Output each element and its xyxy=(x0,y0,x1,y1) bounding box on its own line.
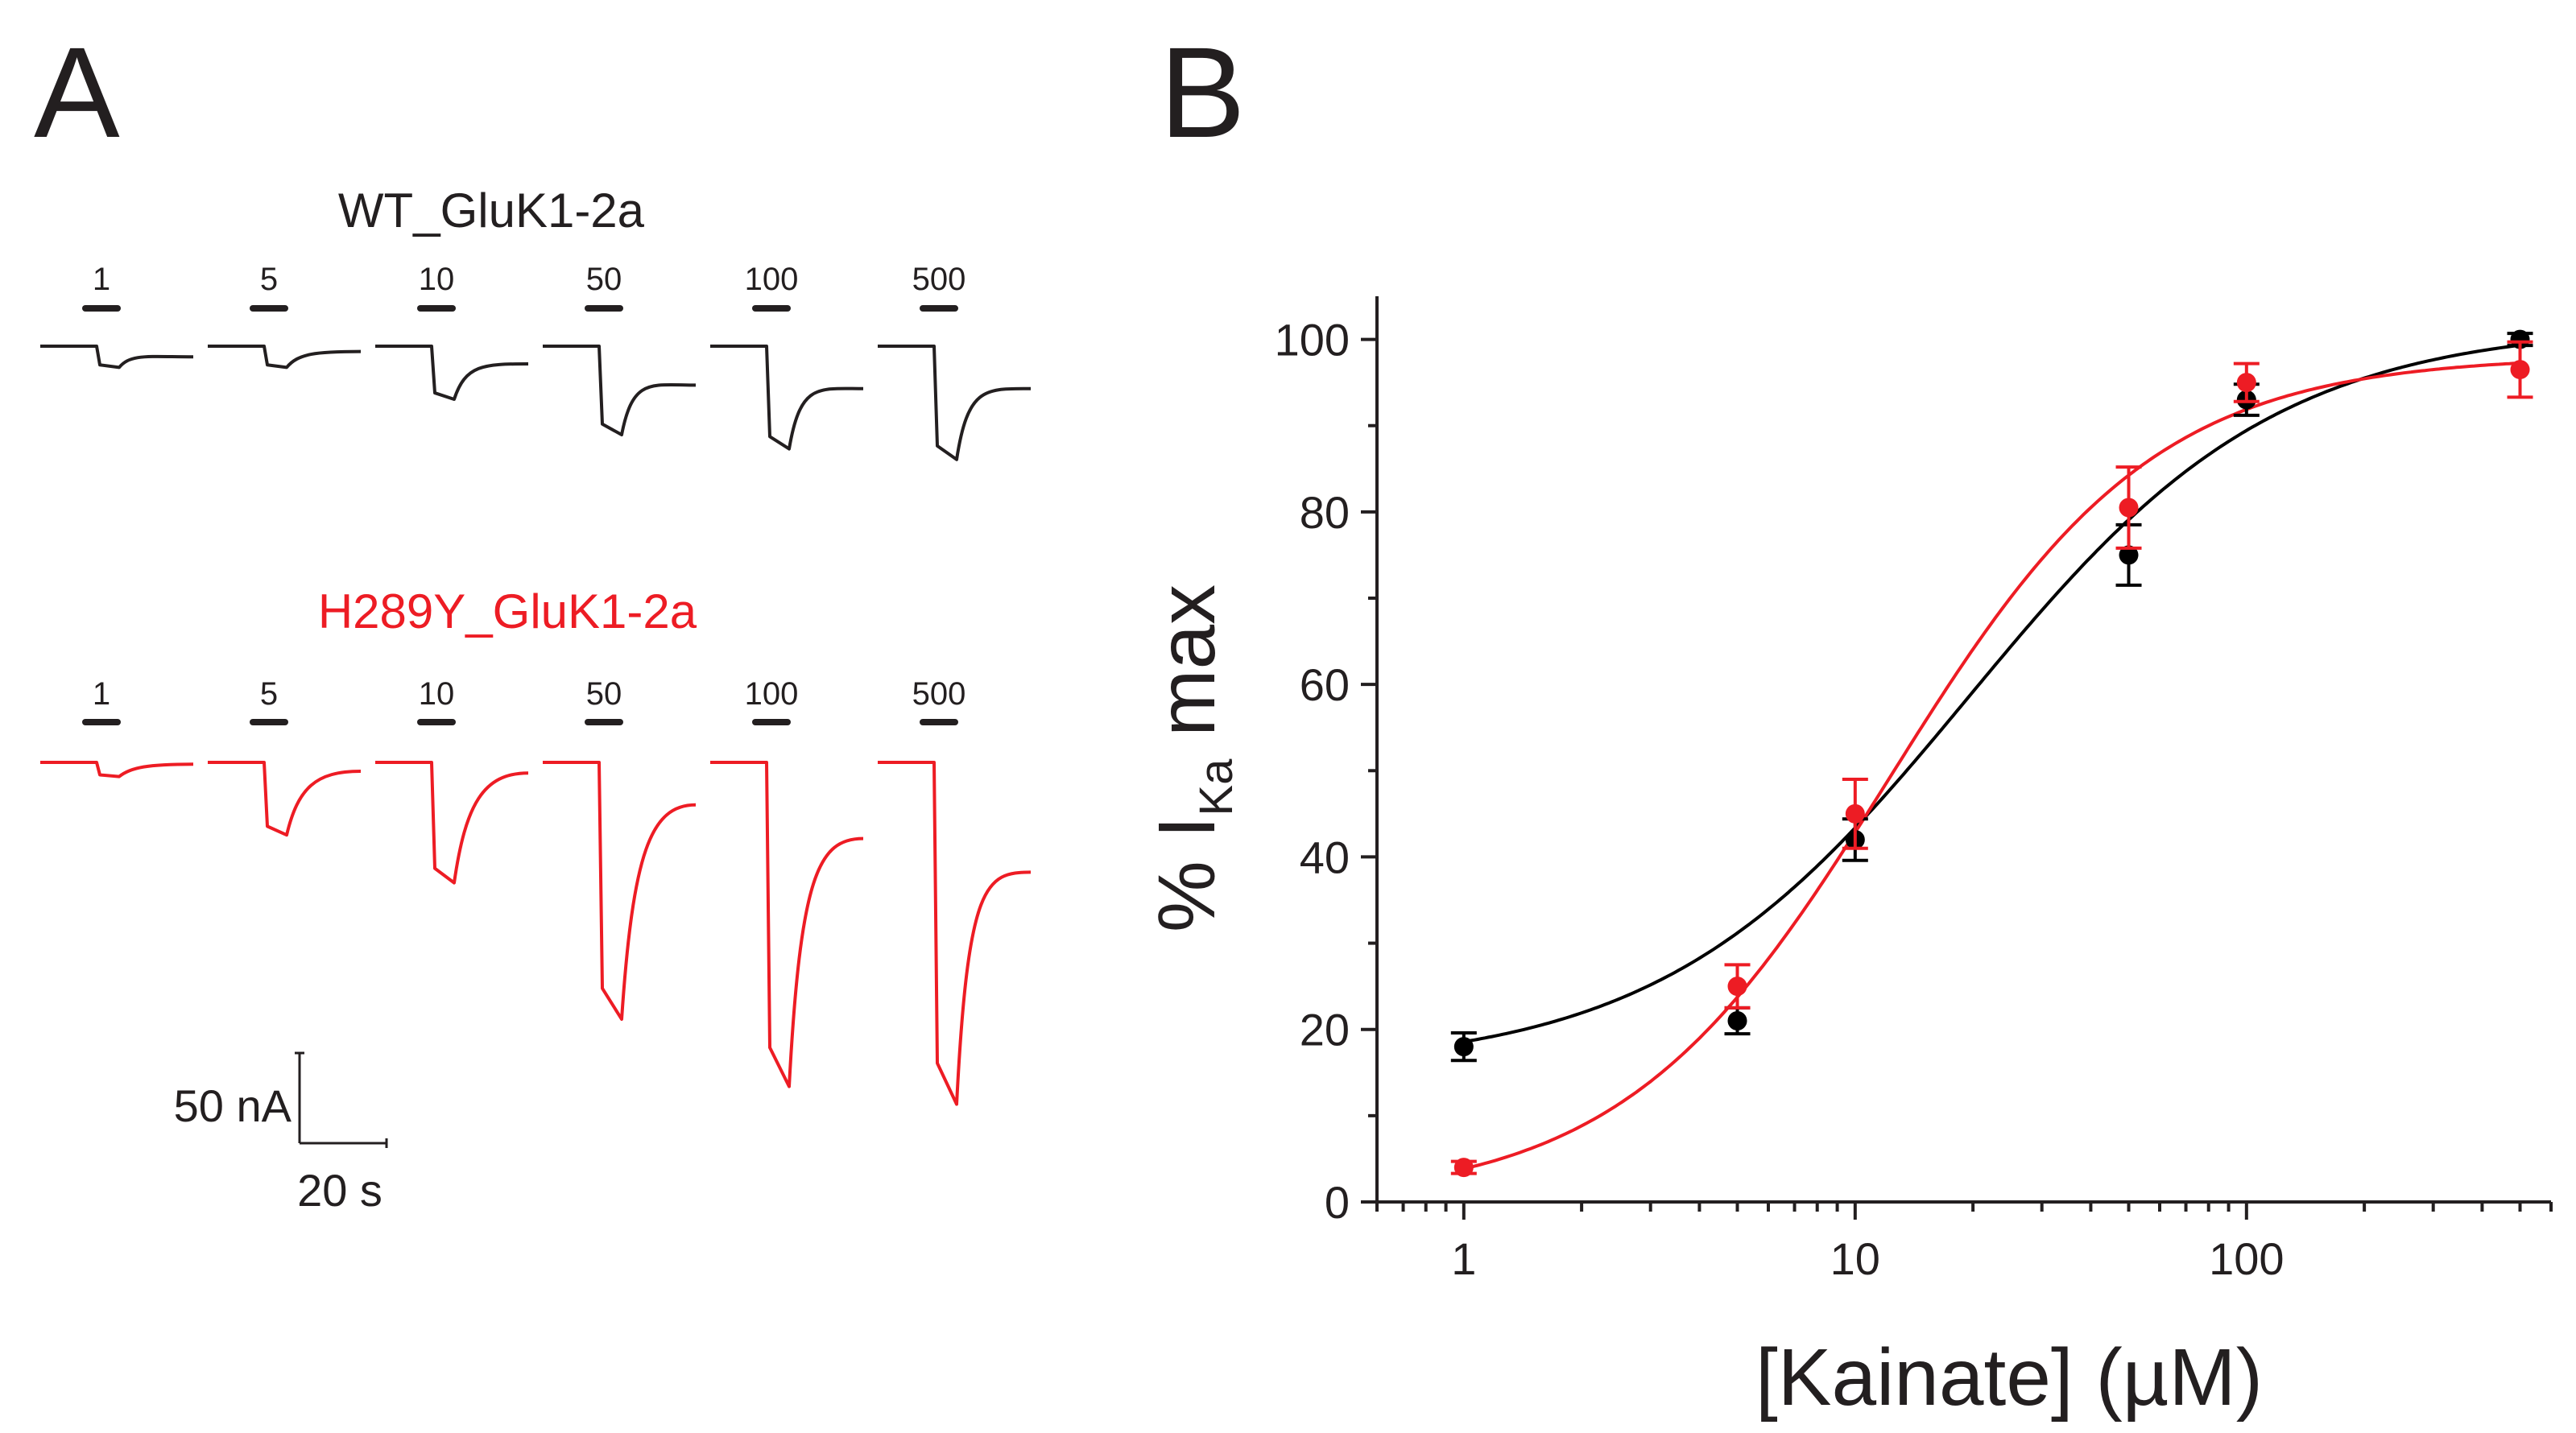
plot-axes: 0 20 40 60 80 100 1 10 100 xyxy=(1275,296,2553,1284)
panel-b-label: B xyxy=(1160,20,1246,164)
y-axis-label: % IKa max xyxy=(1142,584,1243,932)
wt-concentration-label-10: 10 xyxy=(419,262,455,297)
wt-concentration-label-1: 1 xyxy=(93,262,110,297)
mutant-concentration-label-10: 10 xyxy=(419,676,455,712)
y-axis-label-subscript: Ka xyxy=(1190,758,1243,816)
wt-trace-100 xyxy=(710,345,864,451)
mutant-trace-500 xyxy=(878,761,1032,1106)
wt-trace-50 xyxy=(543,345,697,436)
x-tick-label-1: 1 xyxy=(1451,1233,1476,1284)
data-point-series-1 xyxy=(2119,498,2139,518)
wt-concentration-label-500: 500 xyxy=(912,262,966,297)
panel-a-label: A xyxy=(34,20,120,164)
fit-curves xyxy=(1463,343,2520,1171)
mutant-trace-10 xyxy=(375,761,529,885)
fit-curve-1 xyxy=(1463,361,2520,1171)
dose-response-plot: 0 20 40 60 80 100 1 10 100 [Kainate] (µM) % IKa … xyxy=(1142,296,2553,1423)
mutant-trace-5 xyxy=(208,761,362,837)
data-point-series-1 xyxy=(2510,360,2530,380)
y-axis-label-suffix: max xyxy=(1142,584,1232,759)
mutant-trace-title: H289Y_GluK1-2a xyxy=(318,584,697,638)
wt-concentration-label-5: 5 xyxy=(260,262,278,297)
scale-bar-time-label: 20 s xyxy=(297,1165,382,1216)
data-point-series-1 xyxy=(1727,977,1747,997)
y-tick-label-40: 40 xyxy=(1300,832,1350,882)
scale-bar: 50 nA 20 s xyxy=(174,1051,388,1216)
panel-a-traces: WT_GluK1-2a H289Y_GluK1-2a 1 5 10 50 100 500 … xyxy=(40,184,1032,1216)
wt-trace-5 xyxy=(208,345,362,370)
wt-trace-500 xyxy=(878,345,1032,461)
y-tick-label-80: 80 xyxy=(1300,487,1350,538)
mutant-concentration-label-50: 50 xyxy=(586,676,622,712)
x-axis-label: [Kainate] (µM) xyxy=(1755,1332,2263,1423)
wt-trace-title: WT_GluK1-2a xyxy=(338,184,645,237)
mutant-concentration-label-5: 5 xyxy=(260,676,278,712)
mutant-trace-1 xyxy=(40,761,194,778)
data-point-series-1 xyxy=(1845,803,1865,824)
mutant-concentration-label-500: 500 xyxy=(912,676,966,712)
data-point-series-1 xyxy=(1453,1158,1474,1178)
y-axis-label-prefix: % I xyxy=(1142,816,1232,932)
y-tick-label-60: 60 xyxy=(1300,659,1350,710)
fit-curve-0 xyxy=(1463,343,2520,1044)
y-tick-label-0: 0 xyxy=(1325,1177,1350,1228)
data-point-series-1 xyxy=(2236,373,2256,393)
wt-trace-10 xyxy=(375,345,529,401)
wt-trace-1 xyxy=(40,345,194,370)
data-point-series-0 xyxy=(2510,329,2530,349)
data-point-series-0 xyxy=(1453,1037,1474,1057)
y-tick-label-20: 20 xyxy=(1300,1005,1350,1055)
mutant-concentration-label-1: 1 xyxy=(93,676,110,712)
wt-concentration-label-100: 100 xyxy=(745,262,799,297)
y-tick-label-100: 100 xyxy=(1275,315,1350,365)
mutant-concentration-label-100: 100 xyxy=(745,676,799,712)
mutant-trace-50 xyxy=(543,761,697,1021)
scale-bar-current-label: 50 nA xyxy=(174,1080,292,1131)
mutant-trace-100 xyxy=(710,761,864,1088)
data-points xyxy=(1450,329,2533,1178)
data-point-series-0 xyxy=(1727,1011,1747,1030)
x-tick-label-100: 100 xyxy=(2209,1233,2284,1284)
wt-traces: 1 5 10 50 100 500 xyxy=(40,262,1032,461)
data-point-series-0 xyxy=(2119,545,2139,565)
x-tick-label-10: 10 xyxy=(1830,1233,1880,1284)
wt-concentration-label-50: 50 xyxy=(586,262,622,297)
mutant-traces: 1 5 10 50 100 500 xyxy=(40,676,1032,1106)
